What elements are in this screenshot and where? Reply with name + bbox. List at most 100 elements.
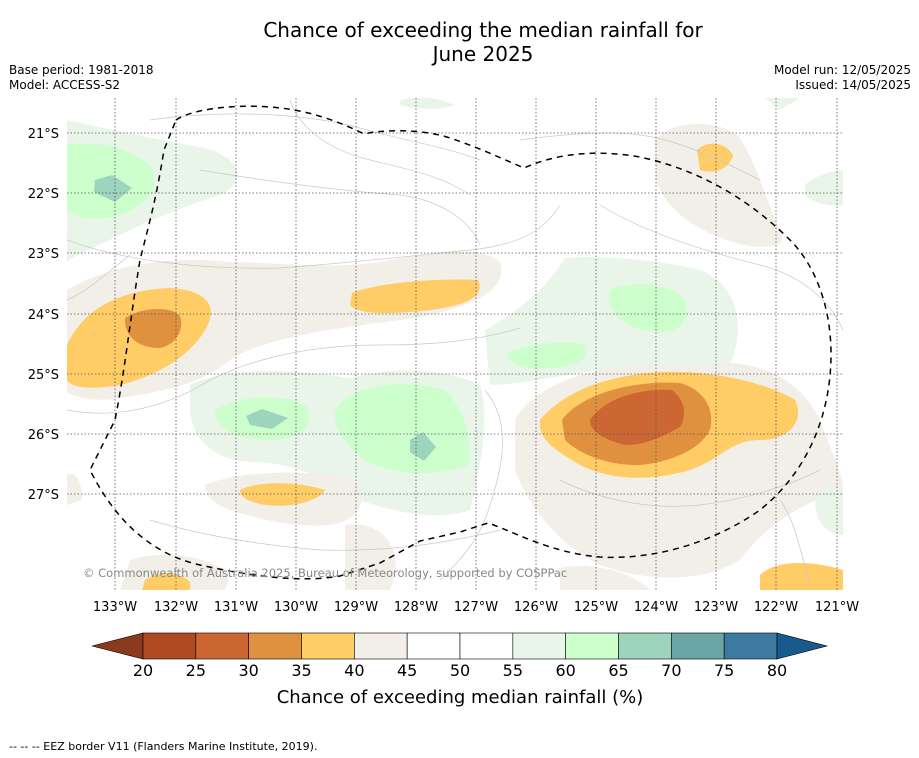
lon-label: 133°W [93,600,137,615]
contour-line [199,169,481,246]
contour-line [149,519,501,551]
colorbar-segment [565,632,619,660]
eez-legend: -- -- -- EEZ border V11 (Flanders Marine… [9,740,318,753]
region-teal-128w [410,432,436,461]
lon-label: 121°W [815,600,859,615]
region-beige-125w-south [560,566,650,590]
lat-label: 25°S [28,368,59,383]
lat-label: 21°S [28,127,59,142]
region-yellow-27s [240,483,325,506]
region-orange-west [124,309,182,348]
colorbar: 20 25 30 35 40 45 50 55 60 65 70 75 80 Chance of exc… [91,632,829,708]
meta-left: Base period: 1981-2018 Model: ACCESS-S2 [9,63,154,93]
contour-lines [67,99,843,586]
region-yellow-south [142,573,190,590]
colorbar-tick-label: 50 [450,661,470,680]
colorbar-segment [406,632,461,660]
lon-label: 130°W [274,600,318,615]
map-title: Chance of exceeding the median rainfall … [0,18,919,66]
colorbar-ticks: 20 25 30 35 40 45 50 55 60 65 70 75 80 [133,661,787,680]
region-light-green-se [815,488,843,535]
longitude-labels: 133°W 132°W 131°W 130°W 129°W 128°W 127°… [93,600,859,615]
region-yellow-ne [697,143,733,172]
lon-label: 131°W [214,600,258,615]
region-beige-sw [67,473,82,505]
colorbar-segment [354,632,408,660]
latitude-labels: 21°S 22°S 23°S 24°S 25°S 26°S 27°S [28,127,59,503]
lat-label: 23°S [28,247,59,262]
colorbar-segment [459,632,514,660]
colorbar-segment [723,632,778,660]
region-beige-ne [655,123,783,247]
base-period: Base period: 1981-2018 [9,63,154,77]
lon-label: 122°W [754,600,798,615]
region-green-centre [334,384,470,474]
lon-label: 125°W [574,600,618,615]
lon-label: 129°W [334,600,378,615]
colorbar-segment [618,632,672,660]
colorbar-segment [512,632,566,660]
colorbar-segments [142,632,778,660]
lon-label: 127°W [454,600,498,615]
lat-label: 22°S [28,187,59,202]
contour-line [599,204,843,331]
lat-label: 27°S [28,488,59,503]
colorbar-tick-label: 45 [397,661,417,680]
colorbar-tick-label: 55 [503,661,523,680]
contour-line [519,132,761,181]
contour-line [289,99,471,196]
lat-label: 26°S [28,428,59,443]
title-line-2: June 2025 [432,42,534,66]
colorbar-tick-label: 60 [555,661,575,680]
colorbar-segment [248,632,302,660]
colorbar-segment [671,632,725,660]
colorbar-segment [195,632,249,660]
lat-label: 24°S [28,308,59,323]
probability-fill-layer [67,98,843,590]
lon-label: 124°W [634,600,678,615]
region-yellow-se [760,563,843,590]
region-teal-130w [246,409,288,429]
map-panel: © Commonwealth of Australia 2025, Bureau… [67,98,843,590]
contour-line [67,204,561,269]
colorbar-tick-label: 20 [133,661,153,680]
colorbar-tick-label: 35 [291,661,311,680]
region-green-124w [609,284,687,332]
region-red-east [590,389,684,445]
meta-right: Model run: 12/05/2025 Issued: 14/05/2025 [774,63,911,93]
colorbar-tick-label: 80 [767,661,787,680]
lon-label: 132°W [154,600,198,615]
colorbar-tick-label: 30 [238,661,258,680]
lon-label: 123°W [694,600,738,615]
region-light-green-north-east [765,98,800,110]
region-light-green-ne [805,170,843,206]
region-light-green-north [400,98,455,109]
colorbar-tick-label: 25 [186,661,206,680]
lon-label: 128°W [394,600,438,615]
colorbar-high-extend [776,632,829,660]
contour-line [67,254,131,301]
region-beige-128w-south [345,524,396,590]
issued-date: Issued: 14/05/2025 [795,78,911,92]
model-name: Model: ACCESS-S2 [9,78,121,92]
copyright-text: © Commonwealth of Australia 2025, Bureau… [83,566,567,580]
contour-line [779,499,811,586]
lon-label: 126°W [514,600,558,615]
graticule [67,98,843,590]
title-line-1: Chance of exceeding the median rainfall … [263,18,703,42]
region-green-126w [507,342,586,369]
colorbar-label: Chance of exceeding median rainfall (%) [277,687,644,708]
colorbar-low-extend [91,632,144,660]
contour-line [559,469,821,507]
region-yellow-128w [350,279,480,314]
colorbar-segment [301,632,355,660]
contour-line [439,389,503,581]
model-run: Model run: 12/05/2025 [773,63,911,77]
colorbar-tick-label: 70 [661,661,681,680]
colorbar-segment [142,632,197,660]
colorbar-tick-label: 65 [608,661,628,680]
colorbar-tick-label: 75 [714,661,734,680]
contour-line [67,327,521,414]
contour-line [149,113,481,161]
